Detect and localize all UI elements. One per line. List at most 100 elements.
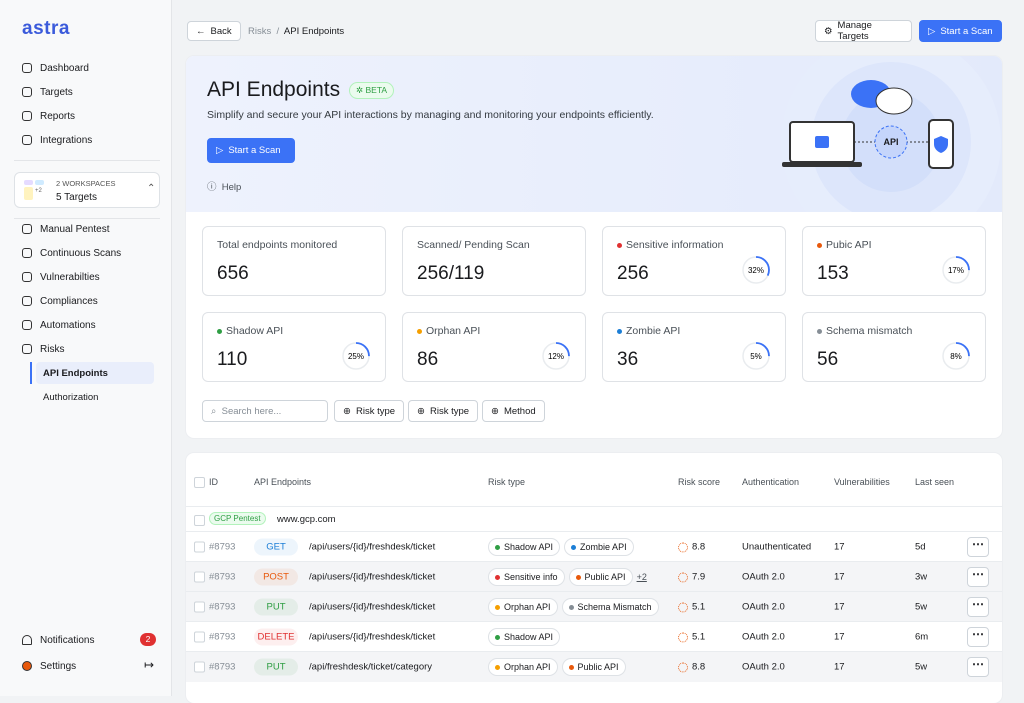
- table-row[interactable]: #8793 GET/api/users/{id}/freshdesk/ticket…: [186, 531, 1002, 562]
- stat-label: Total endpoints monitored: [217, 239, 337, 251]
- status-dot: [617, 328, 622, 334]
- nav-item[interactable]: Risks: [22, 339, 64, 359]
- table-row[interactable]: #8793 POST/api/users/{id}/freshdesk/ticke…: [186, 561, 1002, 592]
- label-text: Sensitive information: [626, 239, 724, 251]
- nav-item[interactable]: Compliances: [22, 291, 98, 311]
- ring-percent: 17%: [948, 266, 964, 275]
- ring-percent: 5%: [750, 352, 762, 361]
- stat-value: 656: [217, 263, 249, 284]
- laptop-base: [782, 162, 862, 167]
- nav-item[interactable]: Dashboard: [22, 58, 89, 78]
- icon: [22, 63, 32, 73]
- risk-name: Shadow API: [504, 542, 554, 552]
- nav-item[interactable]: Manual Pentest: [22, 219, 110, 239]
- plus-icon: ⊕: [343, 405, 351, 417]
- vulnerabilities: 17: [834, 631, 845, 643]
- score-icon: [678, 602, 688, 612]
- stat-card: Schema mismatch 56 8%: [802, 312, 986, 382]
- nav-item[interactable]: Settings: [22, 656, 76, 676]
- logout-icon[interactable]: ↦: [144, 658, 155, 672]
- column-header: Vulnerabilities: [834, 477, 890, 487]
- row-actions[interactable]: ⋯: [967, 657, 989, 677]
- nav-label: Risks: [40, 343, 65, 355]
- checkbox[interactable]: [194, 631, 205, 643]
- score-icon: [678, 632, 688, 642]
- nav-item[interactable]: Vulnerabilties: [22, 267, 100, 287]
- last-seen: 3w: [915, 571, 928, 583]
- nav-item[interactable]: Reports: [22, 106, 75, 126]
- nav-item[interactable]: Targets: [22, 82, 73, 102]
- checkbox[interactable]: [194, 477, 205, 488]
- avatar: [22, 661, 32, 671]
- shield: [934, 136, 948, 153]
- stat-value: 86: [417, 349, 439, 370]
- risk-dot: [495, 574, 500, 580]
- row-actions[interactable]: ⋯: [967, 627, 989, 647]
- risk-dot: [575, 574, 581, 580]
- stat-card: Zombie API 36 5%: [602, 312, 786, 382]
- label-text: Zombie API: [626, 325, 681, 337]
- table-row[interactable]: #8793 PUT/api/users/{id}/freshdesk/ticket…: [186, 591, 1002, 622]
- more-risks[interactable]: +2: [636, 572, 647, 582]
- status-dot: [417, 328, 422, 334]
- stat-label: Schema mismatch: [817, 325, 912, 337]
- risk-score: 5.1: [678, 602, 705, 613]
- endpoint-id: #8793: [209, 661, 236, 673]
- table-row[interactable]: #8793 PUT/api/freshdesk/ticket/category Or…: [186, 651, 1002, 682]
- icon: [22, 224, 32, 234]
- nav-item[interactable]: Notifications: [22, 630, 94, 650]
- method-badge: POST: [254, 568, 298, 586]
- table-row[interactable]: #8793 DELETE/api/users/{id}/freshdesk/tic…: [186, 621, 1002, 652]
- row-actions[interactable]: ⋯: [967, 537, 989, 557]
- filter-button[interactable]: ⊕ Risk type: [334, 400, 405, 422]
- filter-button[interactable]: ⊕ Method: [482, 400, 545, 422]
- risk-dot: [495, 664, 500, 670]
- back-label: Back: [210, 25, 232, 37]
- nav-item[interactable]: Continuous Scans: [22, 243, 121, 263]
- start-scan-button[interactable]: ▷ Start a Scan: [919, 20, 1002, 42]
- hero-start-scan[interactable]: ▷ Start a Scan: [207, 138, 295, 163]
- progress-ring: 12%: [542, 342, 570, 370]
- filter-button[interactable]: ⊕ Risk type: [408, 400, 479, 422]
- manage-targets-button[interactable]: ⚙ Manage Targets: [815, 20, 912, 42]
- authentication: OAuth 2.0: [742, 631, 785, 643]
- sub-nav-item[interactable]: API Endpoints: [36, 362, 154, 384]
- vulnerabilities: 17: [834, 601, 845, 613]
- vulnerabilities: 17: [834, 541, 845, 553]
- sub-nav-item[interactable]: Authorization: [43, 391, 99, 403]
- status-dot: [617, 242, 622, 248]
- column-header: ID: [209, 477, 218, 487]
- risk-chip: Orphan API: [488, 658, 558, 676]
- illustration: API: [781, 56, 1001, 212]
- risk-types: Orphan API Schema Mismatch: [488, 598, 663, 616]
- status-dot: [817, 242, 822, 248]
- group-row: GCP Pentest www.gcp.com: [186, 506, 1002, 531]
- crumb[interactable]: Risks: [248, 26, 272, 37]
- endpoint-id: #8793: [209, 571, 236, 583]
- back-button[interactable]: ← Back: [187, 21, 241, 41]
- risk-dot: [568, 664, 574, 670]
- gear: ⚙: [824, 25, 833, 37]
- checkbox[interactable]: [194, 571, 205, 583]
- checkbox[interactable]: [194, 661, 205, 673]
- workspace-switcher[interactable]: +2 2 WORKSPACES 5 Targets ⌃: [14, 172, 160, 208]
- endpoint-path: /api/freshdesk/ticket/category: [309, 661, 433, 673]
- checkbox[interactable]: [194, 601, 205, 613]
- nav-item[interactable]: Integrations: [22, 130, 92, 150]
- nav-label: Manual Pentest: [40, 223, 110, 235]
- plus-icon: ⊕: [491, 405, 499, 417]
- label-text: Total endpoints monitored: [217, 239, 338, 251]
- label-text: Schema mismatch: [826, 325, 913, 337]
- ring-arc: [942, 342, 970, 370]
- risk-name: Public API: [577, 662, 619, 672]
- help-link[interactable]: ⓘ Help: [207, 182, 242, 193]
- row-actions[interactable]: ⋯: [967, 597, 989, 617]
- stat-value: 153: [817, 263, 849, 284]
- risk-chip: Public API: [568, 568, 633, 586]
- row-actions[interactable]: ⋯: [967, 567, 989, 587]
- ring-arc: [742, 256, 770, 284]
- checkbox[interactable]: [194, 515, 205, 526]
- nav-item[interactable]: Automations: [22, 315, 96, 335]
- checkbox[interactable]: [194, 541, 205, 553]
- search-input[interactable]: ⌕ Search here...: [202, 400, 328, 422]
